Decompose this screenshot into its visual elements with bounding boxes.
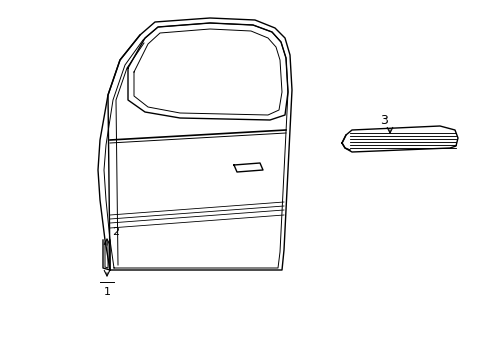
Text: 1: 1 <box>103 287 110 297</box>
Text: 2: 2 <box>112 227 119 237</box>
Text: 3: 3 <box>379 114 387 127</box>
